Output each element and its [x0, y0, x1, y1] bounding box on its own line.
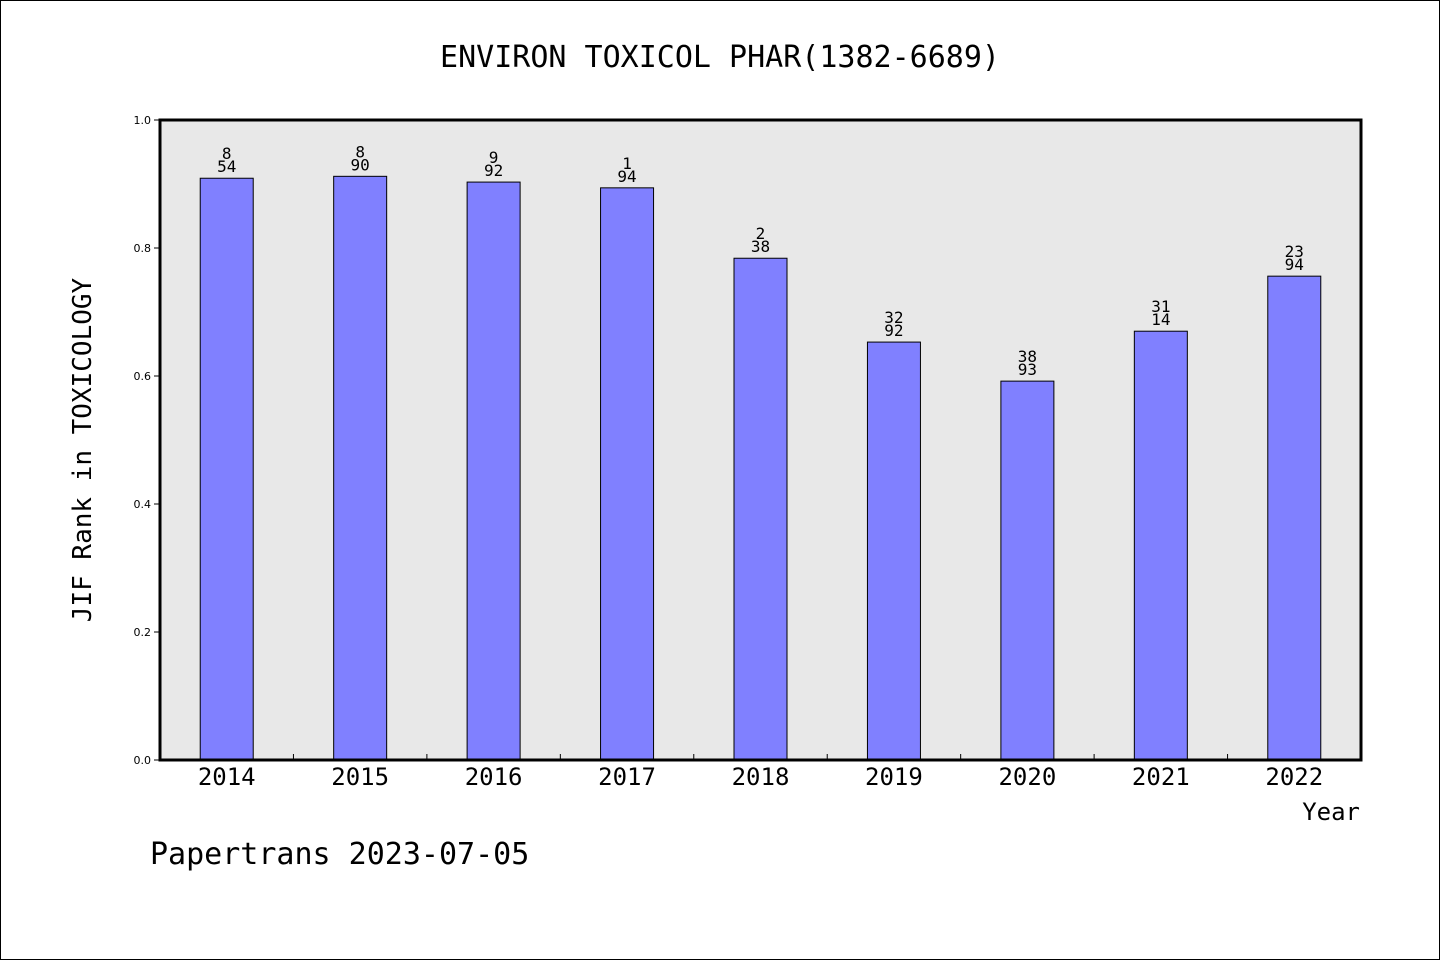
data-label-top-2014: 8 — [222, 144, 232, 163]
data-label-top-2022: 23 — [1285, 242, 1304, 261]
x-tick-label-2019: 2019 — [865, 763, 923, 791]
data-label-bottom-2020: 93 — [1018, 360, 1037, 379]
x-tick-label-2015: 2015 — [331, 763, 389, 791]
bar-2015 — [333, 175, 388, 761]
bar-2019 — [866, 341, 921, 761]
y-tick-label-0.2: 0.2 — [134, 626, 152, 639]
data-label-bottom-2022: 94 — [1285, 255, 1304, 274]
x-tick-label-2021: 2021 — [1132, 763, 1190, 791]
data-label-bottom-2014: 54 — [217, 157, 236, 176]
data-label-bottom-2021: 14 — [1151, 310, 1170, 329]
y-tick-label-1.0: 1.0 — [134, 114, 152, 127]
y-axis-ticks: 0.0 0.2 0.4 0.6 0.8 1.0 — [134, 114, 160, 767]
data-label-top-2020: 38 — [1018, 347, 1037, 366]
x-tick-label-2020: 2020 — [998, 763, 1056, 791]
bar-2016 — [466, 181, 521, 761]
data-label-top-2016: 9 — [489, 148, 499, 167]
data-label-top-2015: 8 — [355, 142, 365, 161]
data-label-bottom-2018: 38 — [751, 237, 770, 256]
data-label-bottom-2016: 92 — [484, 161, 503, 180]
x-tick-label-2016: 2016 — [465, 763, 523, 791]
y-tick-label-0.8: 0.8 — [134, 242, 152, 255]
data-label-bottom-2019: 92 — [884, 321, 903, 340]
bar-2014 — [199, 177, 254, 761]
y-tick-label-0.0: 0.0 — [134, 754, 152, 767]
x-tick-label-2017: 2017 — [598, 763, 656, 791]
x-tick-label-2018: 2018 — [732, 763, 790, 791]
data-label-bottom-2015: 90 — [351, 155, 370, 174]
y-tick-label-0.6: 0.6 — [134, 370, 152, 383]
footer-credit: Papertrans 2023-07-05 — [150, 837, 529, 872]
x-axis-ticks: 2014 2015 2016 2017 2018 2019 2020 2021 2022 — [198, 754, 1323, 791]
data-label-top-2021: 31 — [1151, 297, 1170, 316]
data-label-top-2019: 32 — [884, 308, 903, 327]
bar-2022 — [1267, 275, 1322, 761]
x-tick-label-2022: 2022 — [1265, 763, 1323, 791]
bar-2017 — [600, 187, 655, 761]
y-axis-label: JIF Rank in TOXICOLOGY — [68, 277, 98, 622]
x-tick-label-2014: 2014 — [198, 763, 256, 791]
plot-border — [158, 118, 1363, 762]
y-tick-label-0.4: 0.4 — [134, 498, 152, 511]
x-axis-label: Year — [1302, 798, 1360, 826]
chart-title: ENVIRON TOXICOL PHAR(1382-6689) — [440, 40, 1000, 75]
data-label-top-2017: 1 — [622, 154, 632, 173]
bar-2021 — [1133, 330, 1188, 761]
bar-2020 — [1000, 380, 1055, 761]
data-label-bottom-2017: 94 — [617, 167, 636, 186]
data-label-top-2018: 2 — [756, 224, 766, 243]
bar-2018 — [733, 257, 788, 761]
